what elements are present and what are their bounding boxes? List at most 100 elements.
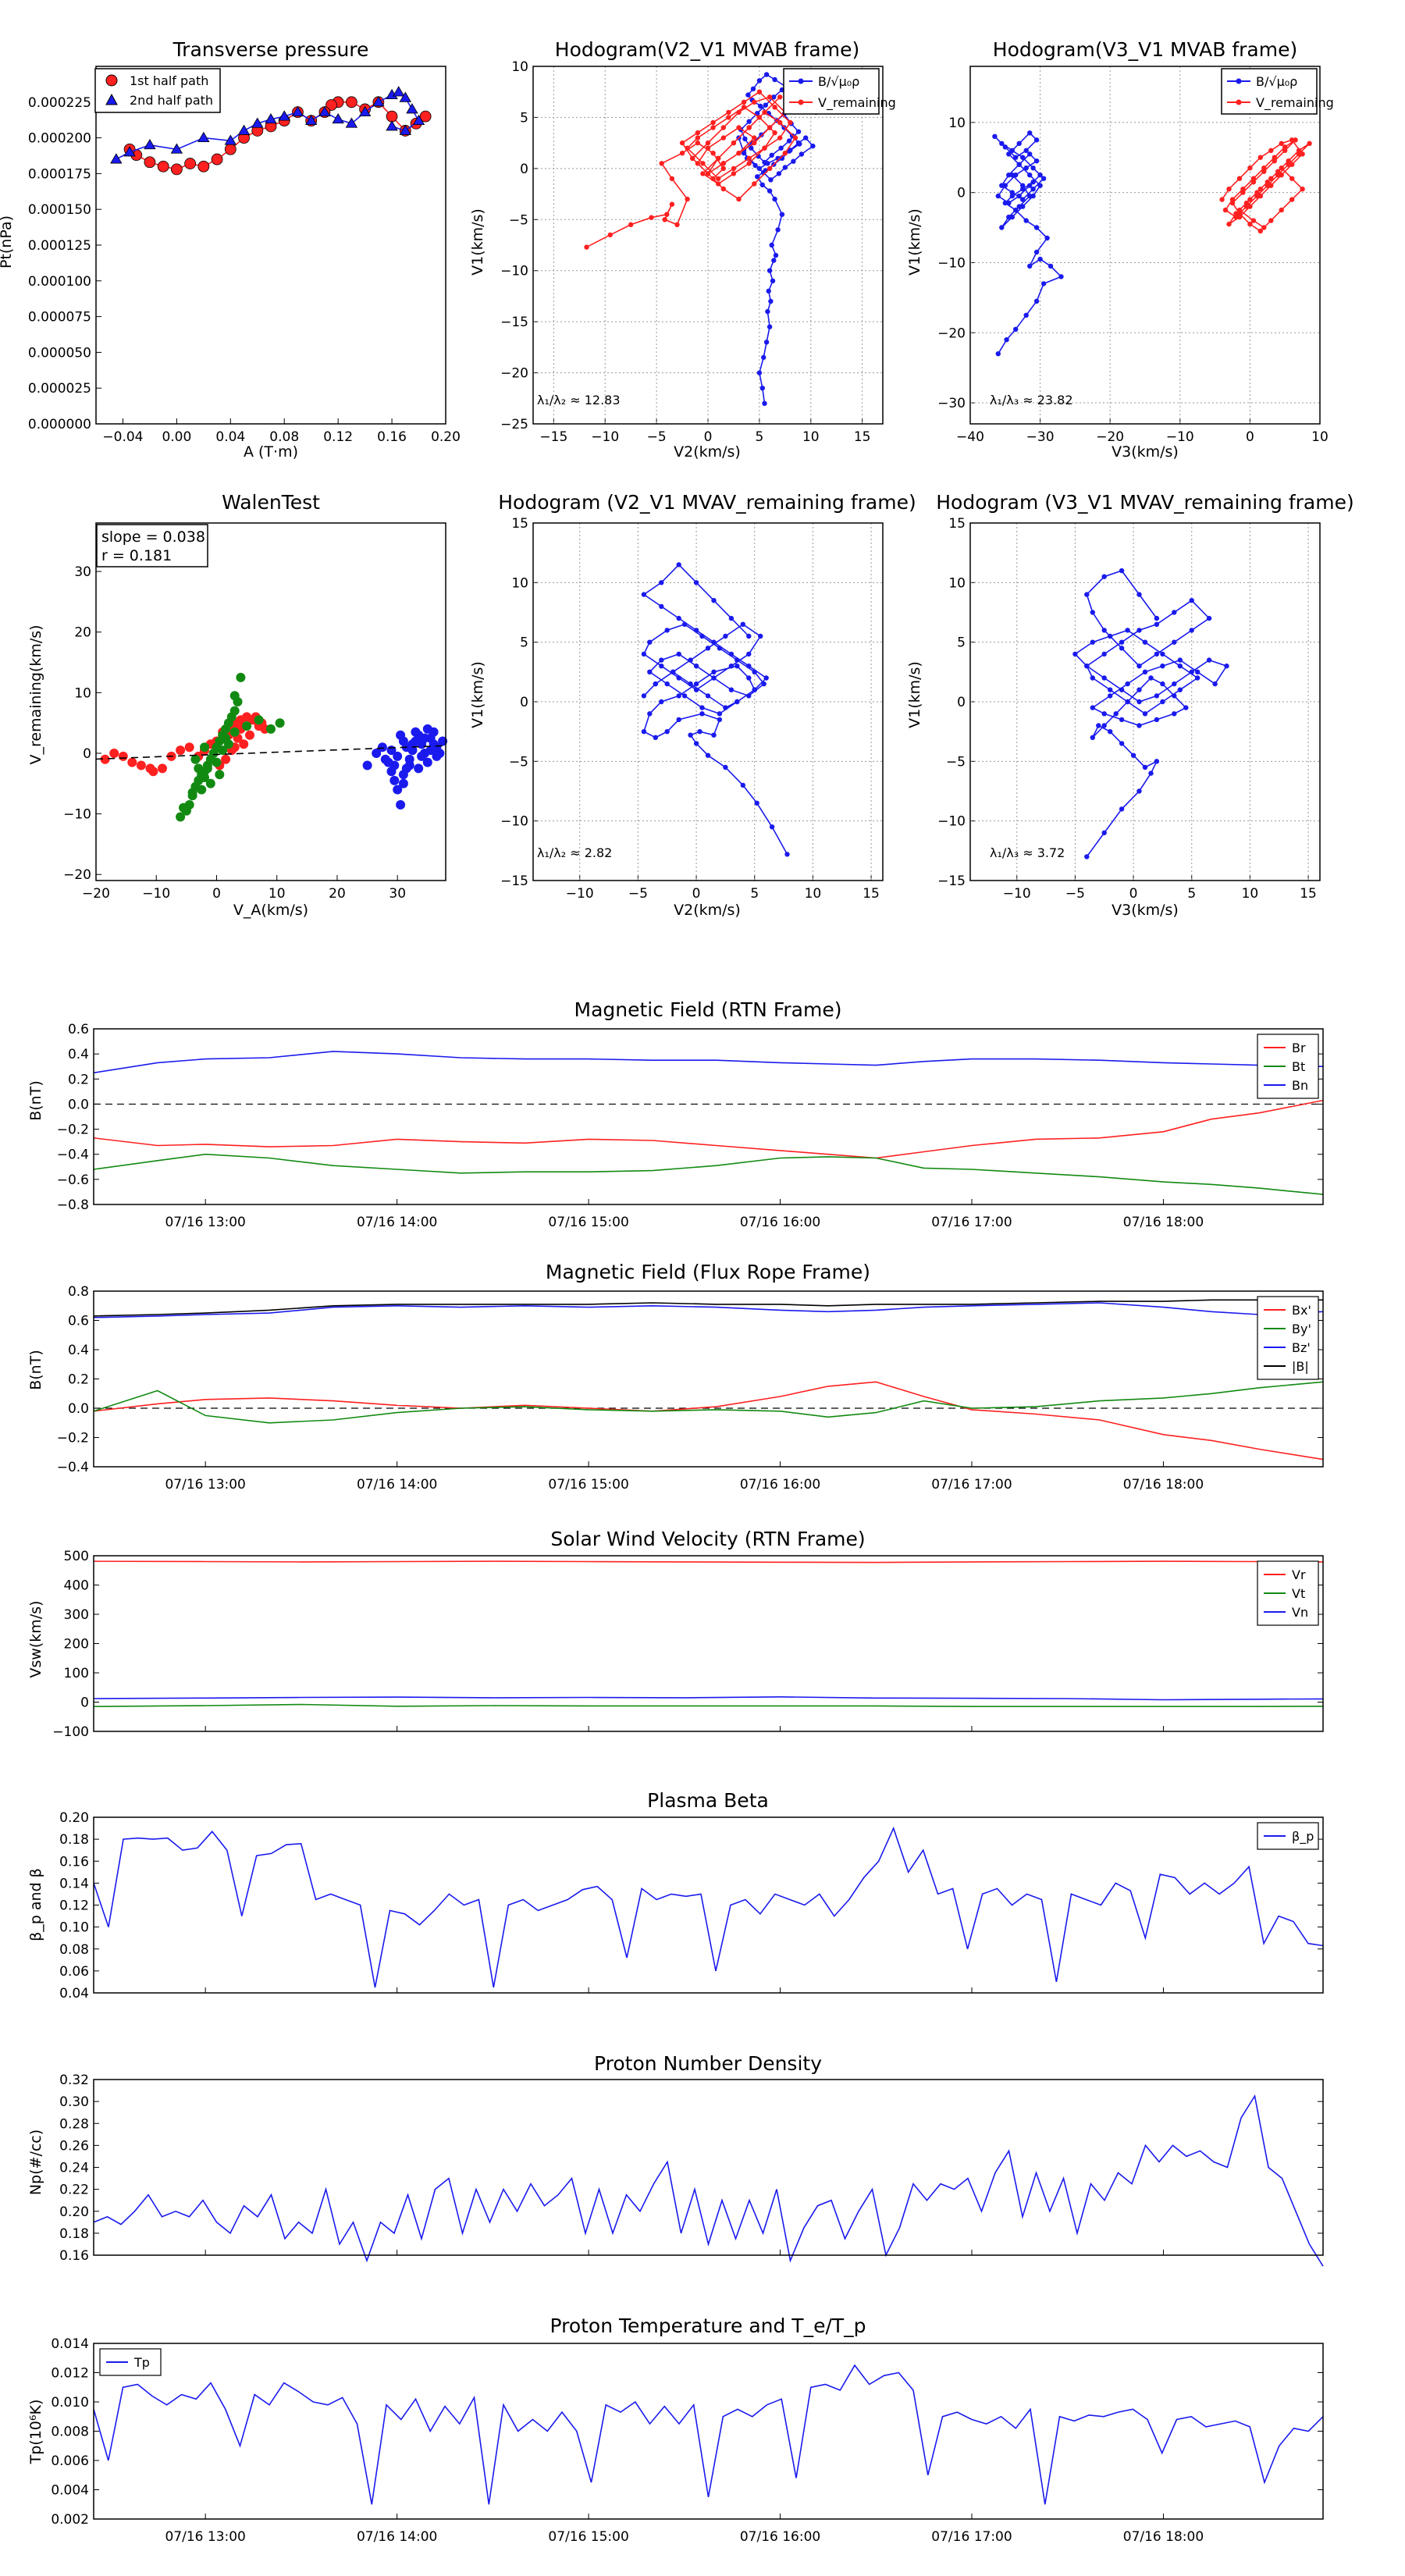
panel-proton-density: Proton Number Density Np(#/cc) 0.160.180… bbox=[27, 2052, 1324, 2267]
rtn-field-xtick-label: 07/16 17:00 bbox=[931, 1215, 1012, 1230]
hodo3-series-0-point bbox=[746, 675, 752, 681]
hodo1-series-0-point bbox=[773, 252, 779, 258]
hodo4-ytick-label: −15 bbox=[937, 873, 966, 889]
temperature-title: Proton Temperature and T_e/T_p bbox=[550, 2314, 866, 2337]
hodo1-series-1-point bbox=[716, 176, 721, 182]
hodo1-series-0-point bbox=[772, 196, 777, 202]
hodo4-series-0-point bbox=[1090, 705, 1096, 710]
hodo2-series-0-point bbox=[1027, 263, 1033, 269]
hodo4-series-0-point bbox=[1148, 770, 1154, 776]
hodo1-series-1-point bbox=[767, 125, 773, 130]
hodo2-series-0-point bbox=[1030, 165, 1036, 171]
hodo2-series-0-point bbox=[1002, 200, 1008, 206]
hodo3-series-0-point bbox=[676, 717, 681, 723]
hodo3-series-0-point bbox=[659, 580, 664, 585]
hodo1-series-0-point bbox=[750, 86, 756, 92]
hodo1-series-0-point bbox=[752, 162, 758, 169]
velocity-ytick-label: 0 bbox=[80, 1695, 89, 1711]
panel-proton-temperature: Proton Temperature and T_e/T_p Tp(10⁶K) … bbox=[27, 2314, 1324, 2545]
hodo4-series-0-point bbox=[1154, 615, 1160, 621]
hodo4-ytick-label: −10 bbox=[937, 814, 966, 830]
hodo2-series-0-point bbox=[1037, 183, 1043, 188]
transverse-ytick-label: 0.000200 bbox=[28, 131, 91, 147]
hodo2-series-1-point bbox=[1254, 193, 1260, 199]
transverse-xtick-label: 0.08 bbox=[269, 429, 299, 445]
hodo3-series-0-point bbox=[723, 764, 728, 770]
hodo-v3v1-mvav-xlabel: V3(km/s) bbox=[1112, 902, 1179, 919]
hodo3-series-0-point bbox=[723, 705, 728, 710]
hodo2-series-1-point bbox=[1247, 165, 1253, 171]
walen-point-blue bbox=[393, 785, 403, 795]
walen-point-green bbox=[200, 773, 209, 782]
transverse-second-half-point bbox=[251, 117, 264, 128]
walen-point-red bbox=[239, 739, 249, 749]
legend-second-half-marker bbox=[105, 93, 118, 105]
walen-point-green bbox=[197, 785, 207, 795]
hodo1-series-1-point bbox=[695, 161, 700, 166]
hodo1-series-1-point bbox=[736, 196, 742, 202]
hodo-v3v1-mvab-xlabel: V3(km/s) bbox=[1112, 443, 1179, 461]
transverse-ytick-label: 0.000000 bbox=[28, 417, 91, 432]
hodo-v3v1-mvab-plot-area bbox=[969, 66, 1321, 425]
hodo3-series-0-point bbox=[676, 615, 681, 621]
hodo4-series-0-point bbox=[1090, 610, 1096, 615]
hodo2-series-1-point bbox=[1236, 176, 1243, 181]
hodo4-series-0-point bbox=[1101, 711, 1107, 717]
rtn-field-series-line bbox=[93, 1153, 1324, 1195]
velocity-ticks: −100 0 100 200 300 400 500 bbox=[52, 1549, 1323, 1740]
hodo4-series-0-point bbox=[1119, 687, 1125, 692]
hodo4-series-0-point bbox=[1096, 723, 1101, 728]
hodo3-series-0-point bbox=[735, 664, 740, 669]
hodo-v3v1-mvab-ylabel: V1(km/s) bbox=[906, 208, 923, 276]
hodo4-series-0-point bbox=[1206, 657, 1212, 663]
transverse-second-half-point bbox=[278, 110, 290, 121]
hodo2-series-0-point bbox=[995, 193, 1001, 199]
panel-transverse-pressure: Transverse pressure A (T·m) Pt(nPa) −0.0… bbox=[0, 38, 461, 461]
hodo3-series-0-point bbox=[711, 598, 717, 603]
hodo2-series-0-point bbox=[1030, 193, 1036, 199]
hodo1-series-1-point bbox=[752, 140, 757, 146]
hodo1-series-1-point bbox=[756, 89, 763, 94]
transverse-ytick-label: 0.000125 bbox=[28, 238, 91, 254]
hodo4-xtick-label: −5 bbox=[1065, 886, 1085, 902]
hodo1-ytick-label: −10 bbox=[500, 264, 528, 279]
beta-legend: β_p bbox=[1257, 1822, 1319, 1850]
hodo3-series-0-point bbox=[699, 711, 705, 717]
hodo2-series-0-point bbox=[1033, 249, 1040, 255]
beta-ytick-label: 0.04 bbox=[59, 1986, 89, 2001]
hodo4-series-0-point bbox=[1154, 621, 1160, 627]
walen-point-red bbox=[127, 757, 137, 767]
velocity-frame bbox=[93, 1555, 1324, 1732]
flux-rope-legend-label: Bx' bbox=[1292, 1303, 1311, 1318]
hodo1-series-1-point bbox=[659, 161, 664, 166]
hodo1-series-0-point bbox=[756, 165, 763, 172]
velocity-ytick-label: 300 bbox=[64, 1607, 89, 1623]
hodo3-series-0-point bbox=[699, 633, 705, 639]
hodo2-series-0-point bbox=[1013, 207, 1019, 213]
hodo1-series-0-point bbox=[786, 138, 792, 144]
hodo2-series-1-point bbox=[1286, 162, 1291, 167]
beta-ytick-label: 0.20 bbox=[59, 1810, 89, 1826]
walen-xlabel: V_A(km/s) bbox=[233, 902, 308, 919]
density-ytick-label: 0.28 bbox=[59, 2116, 89, 2132]
walen-point-green bbox=[229, 727, 240, 737]
flux-rope-xtick-label: 07/16 17:00 bbox=[931, 1477, 1012, 1493]
hodo4-series-0-point bbox=[1172, 711, 1177, 717]
velocity-series-line bbox=[93, 1560, 1324, 1564]
walen-point-green bbox=[200, 742, 209, 753]
hodo1-series-1-point bbox=[767, 165, 773, 172]
hodo1-series-1-point bbox=[772, 105, 777, 110]
transverse-second-half-point bbox=[358, 105, 372, 117]
walen-ytick-label: −10 bbox=[63, 807, 91, 823]
hodo1-series-1-point bbox=[662, 217, 667, 222]
hodo2-series-0-point bbox=[1058, 274, 1064, 279]
hodo1-series-0-point bbox=[795, 129, 802, 134]
density-ytick-label: 0.22 bbox=[59, 2183, 89, 2198]
walen-point-green bbox=[176, 812, 186, 822]
hodo4-series-0-point bbox=[1206, 615, 1212, 621]
walen-xtick-label: 30 bbox=[389, 886, 406, 902]
transverse-first-half-point bbox=[386, 110, 398, 123]
hodo2-xtick-label: 0 bbox=[1246, 429, 1254, 445]
hodo1-ytick-label: 0 bbox=[520, 162, 528, 177]
hodo3-series-0-point bbox=[670, 669, 676, 674]
